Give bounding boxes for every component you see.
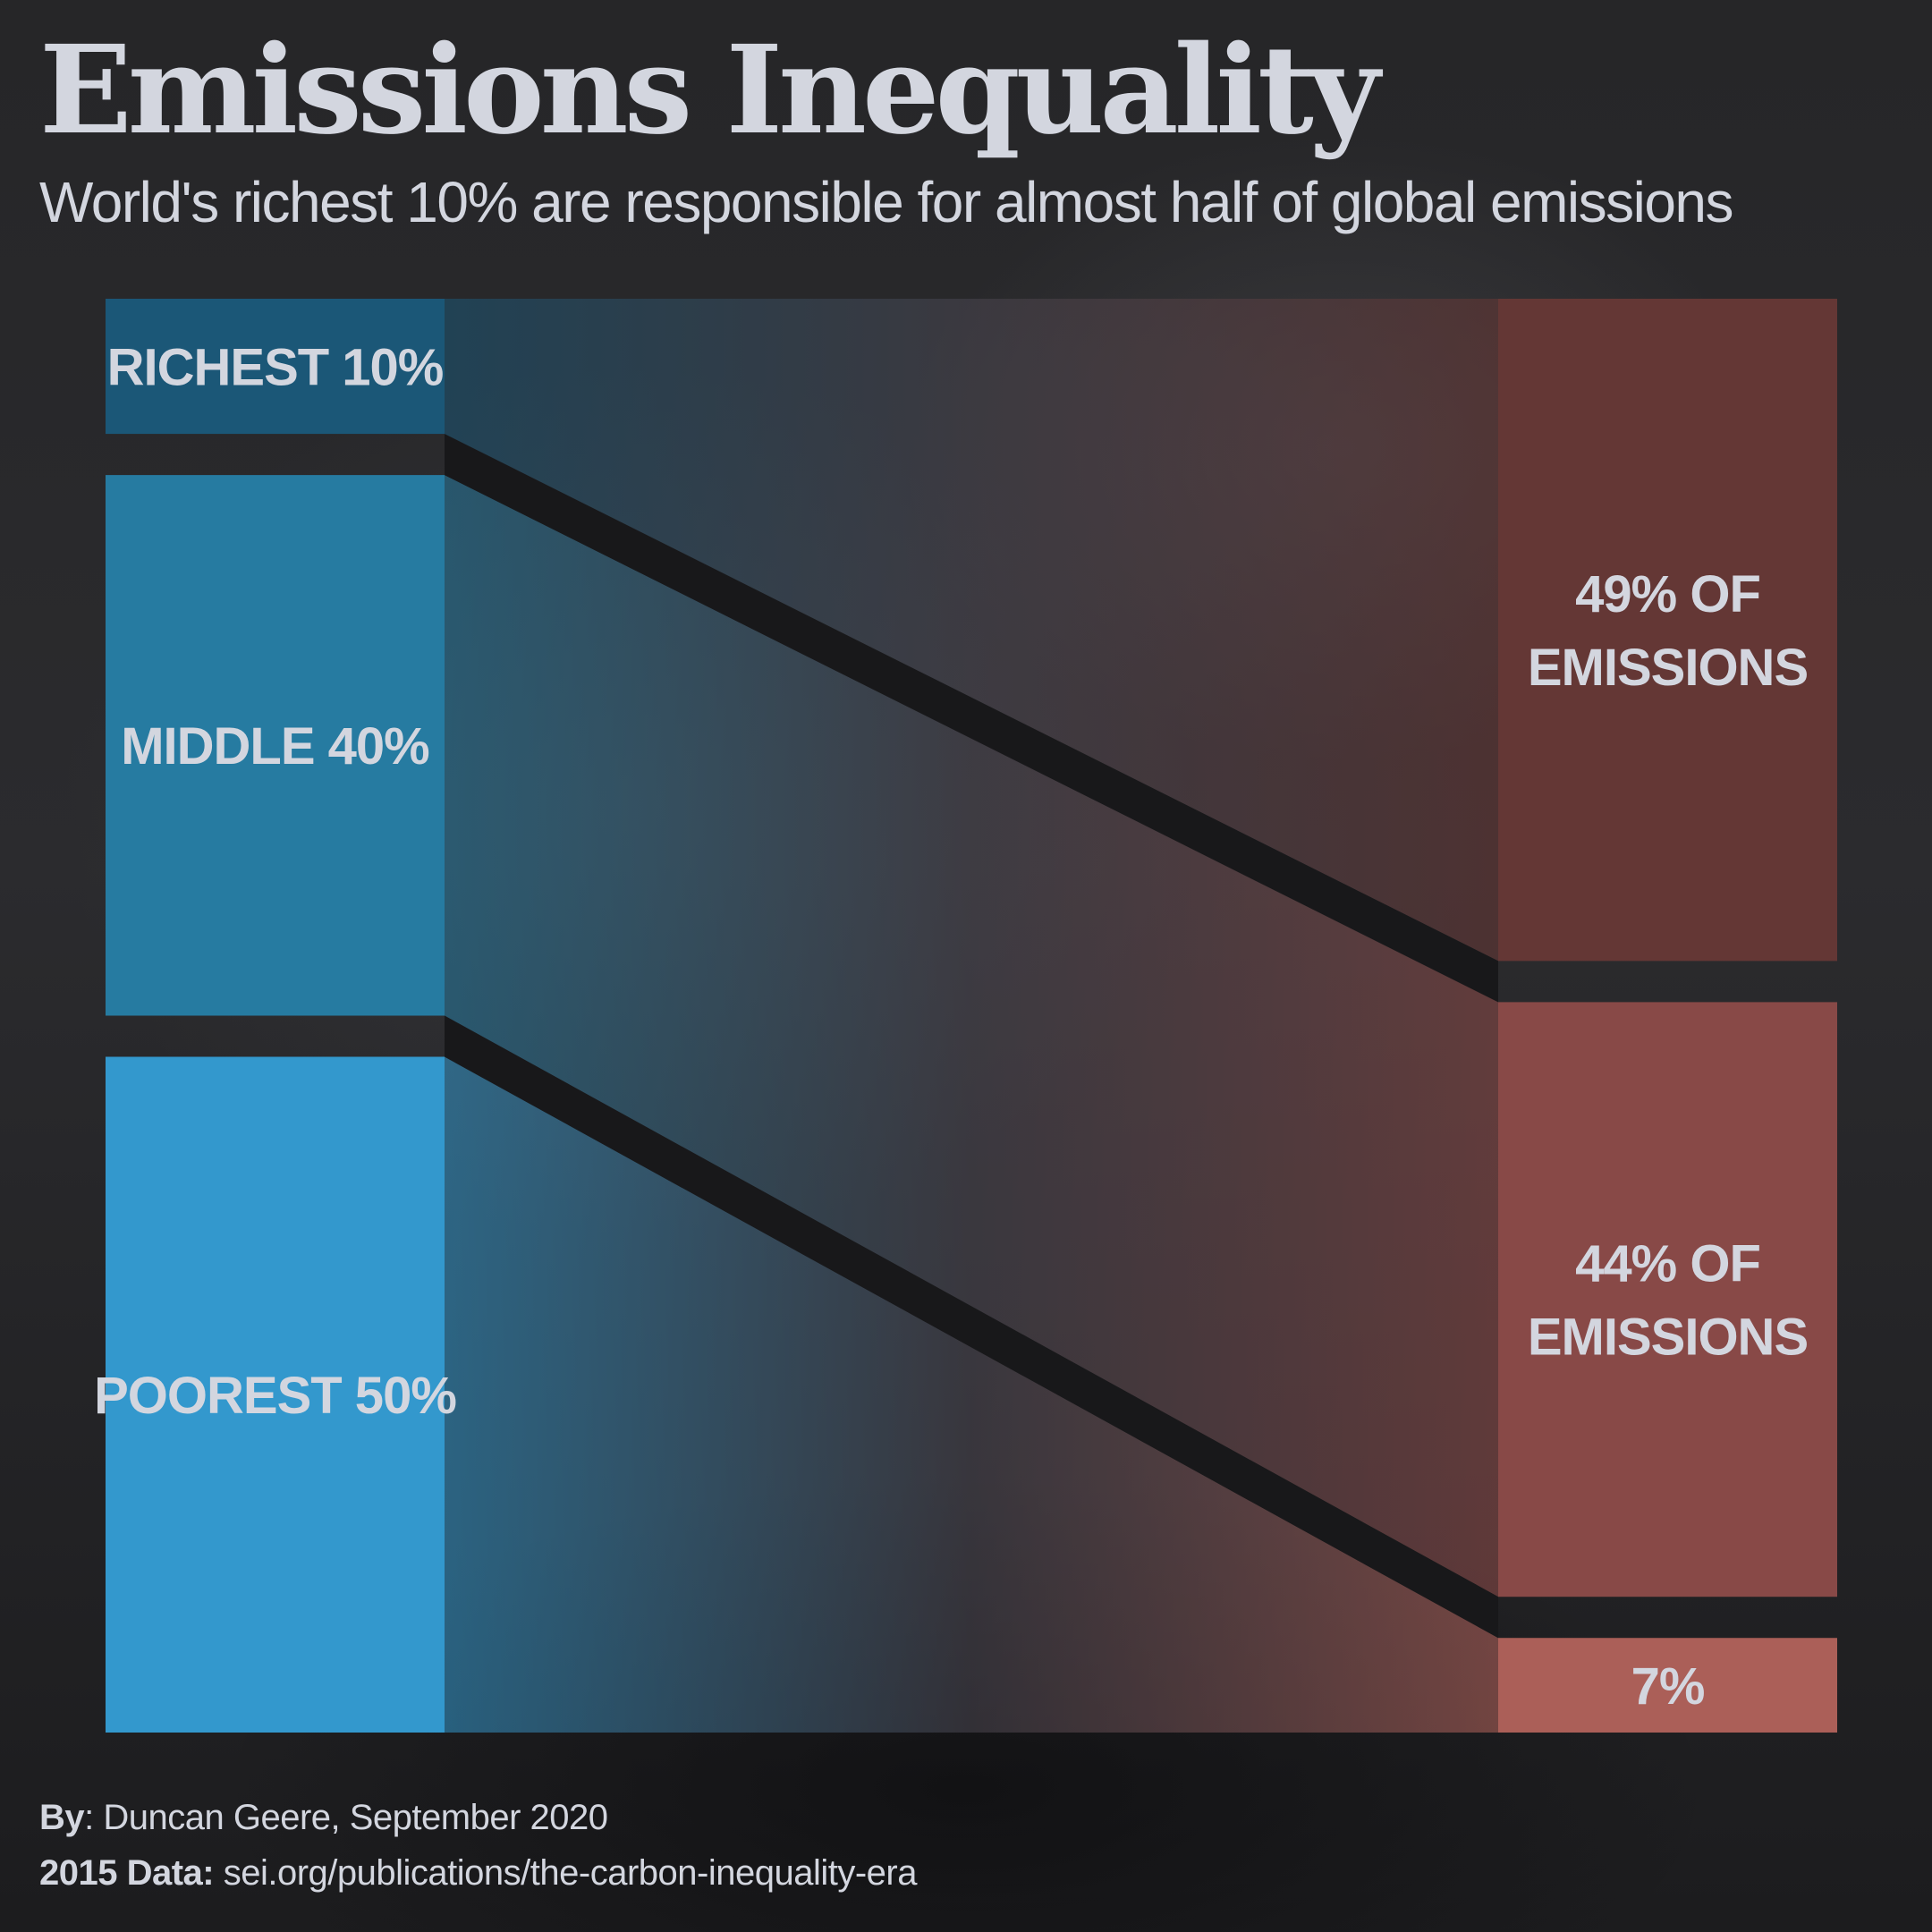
footer-source: 2015 Data: sei.org/publications/the-carb… — [39, 1853, 917, 1894]
page-subtitle: World's richest 10% are responsible for … — [39, 170, 1734, 234]
target-node-label: EMISSIONS — [1528, 1309, 1808, 1367]
byline-label: By — [39, 1798, 85, 1837]
target-node-label: 49% OF — [1575, 565, 1760, 623]
flow-band — [445, 475, 1498, 1597]
page-title: Emissions Inequality — [39, 19, 1380, 162]
flows-group — [445, 299, 1498, 1733]
byline-text: : Duncan Geere, September 2020 — [84, 1798, 608, 1837]
target-node-label: 44% OF — [1575, 1235, 1760, 1293]
target-node-label: 7% — [1631, 1657, 1705, 1716]
source-text: sei.org/publications/the-carbon-inequali… — [214, 1853, 918, 1893]
target-node-bar — [1498, 1002, 1837, 1597]
footer-byline: By: Duncan Geere, September 2020 — [39, 1798, 608, 1838]
target-node-bar — [1498, 299, 1837, 962]
source-node-label: POOREST 50% — [94, 1367, 456, 1425]
target-node-label: EMISSIONS — [1528, 639, 1808, 697]
source-node-bar — [106, 1056, 445, 1733]
flow-separator — [445, 434, 1498, 1003]
source-node-bar — [106, 475, 445, 1016]
labels-group: RICHEST 10% MIDDLE 40% POOREST 50% 49% OF EM… — [94, 338, 1809, 1716]
flow-band — [445, 1056, 1498, 1733]
nodes-group — [106, 299, 1837, 1733]
source-node-bar — [106, 299, 445, 435]
flow-band — [445, 299, 1498, 962]
source-label: 2015 Data: — [39, 1853, 215, 1893]
flow-separator — [445, 1015, 1498, 1639]
target-node-bar — [1498, 1638, 1837, 1733]
source-node-label: RICHEST 10% — [107, 338, 444, 396]
source-node-label: MIDDLE 40% — [121, 717, 429, 775]
